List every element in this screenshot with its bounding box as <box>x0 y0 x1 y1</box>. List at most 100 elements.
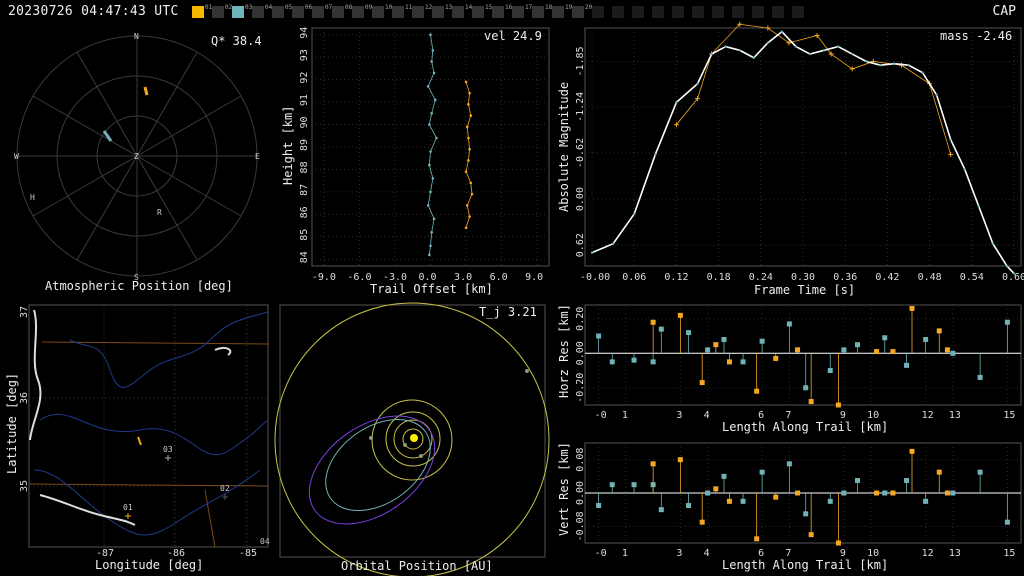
horz-xtick: 9 <box>840 410 846 421</box>
mag-point <box>673 122 679 128</box>
vert-xtick: 10 <box>867 548 879 559</box>
mag-xlabel: Frame Time [s] <box>754 283 855 297</box>
mag-point <box>695 96 701 102</box>
station-id: 04 <box>265 4 273 11</box>
height-point <box>467 136 470 140</box>
station-cell-19: 20 <box>572 4 592 18</box>
station-cell-13: 14 <box>452 4 472 18</box>
horz-point <box>977 374 983 380</box>
mag-point <box>654 153 657 156</box>
station-cell-9: 10 <box>372 4 392 18</box>
horz-xtick: 1 <box>622 410 628 421</box>
vert-residuals-plot: 0.080.00-0.08-0 1 3 4 6 7 9 10 12 13 15 Length Alo… <box>557 442 1022 572</box>
horz-point <box>835 402 841 408</box>
height-point <box>468 147 471 151</box>
station-cell-7: 08 <box>332 4 352 18</box>
vert-point <box>740 498 746 504</box>
mag-point <box>780 30 784 33</box>
mag-point <box>765 25 771 31</box>
height-point <box>465 204 469 207</box>
vert-point <box>609 482 615 488</box>
height-point <box>468 215 471 218</box>
vert-xtick: 6 <box>758 548 764 559</box>
horz-point <box>808 399 814 405</box>
height-ytick: 88 <box>299 161 310 173</box>
mag-point <box>822 49 826 52</box>
mag-point <box>786 40 792 46</box>
horz-point <box>658 326 664 332</box>
station-cell-1: 02 <box>212 4 232 18</box>
horz-ylabel: Horz Res [km] <box>557 304 571 398</box>
meteoroid-orbit <box>308 415 436 525</box>
vert-point <box>874 490 880 496</box>
tisserand-annotation: T_j 3.21 <box>479 305 537 319</box>
horz-point <box>596 333 602 339</box>
vert-xtick: 3 <box>676 548 682 559</box>
horz-xtick: 13 <box>949 410 961 421</box>
vert-point <box>650 461 656 467</box>
polar-spoke <box>136 95 242 157</box>
horz-ytick: -0.20 <box>575 373 586 403</box>
station-cell-30 <box>792 6 804 18</box>
vert-ytick: -0.08 <box>575 511 586 541</box>
jupiter-marker <box>525 369 529 373</box>
mag-ytick: -1.85 <box>575 46 586 76</box>
station-id: 11 <box>405 4 413 11</box>
height-point <box>428 163 431 167</box>
horz-point <box>923 336 929 342</box>
horz-ytick: 0.00 <box>575 341 586 365</box>
vert-point <box>936 469 942 475</box>
height-point <box>468 91 471 95</box>
mag-point <box>696 82 699 85</box>
vert-point <box>841 490 847 496</box>
horz-xtick: -0 <box>595 410 607 421</box>
mercury-orbit <box>402 428 424 450</box>
height-xtick: 6.0 <box>490 272 508 283</box>
mag-xtick: 0.36 <box>833 272 857 283</box>
polar-spoke <box>136 51 198 157</box>
coast-left <box>29 309 42 441</box>
height-ytick: 86 <box>299 206 310 218</box>
earth-orbit <box>385 411 441 467</box>
height-point <box>464 170 468 173</box>
horz-xtick: 6 <box>758 410 764 421</box>
mag-point <box>849 66 855 72</box>
horz-point <box>936 328 942 334</box>
height-plot: 84 85 86 87 88 89 90 91 92 93 94 -9.0 -6.0 -3.0 0.0 3.0… <box>281 27 550 296</box>
station-id: 20 <box>585 4 593 11</box>
horz-point <box>874 349 880 355</box>
height-point <box>467 159 470 162</box>
map-corner-label: 04 <box>260 537 270 546</box>
height-ytick: 87 <box>299 184 310 196</box>
horz-point <box>795 347 801 353</box>
height-point <box>433 98 437 102</box>
mag-point <box>808 52 812 56</box>
mag-point <box>611 242 615 245</box>
horz-point <box>631 357 637 363</box>
station-id: 12 <box>425 4 433 11</box>
vert-xtick: 12 <box>922 548 934 559</box>
height-point <box>429 244 432 248</box>
vert-point <box>803 511 809 517</box>
station-cell-24 <box>672 6 684 18</box>
horz-point <box>713 342 719 348</box>
horz-xtick: 3 <box>676 410 682 421</box>
vert-xtick: 7 <box>785 548 791 559</box>
horz-point <box>890 349 896 355</box>
vert-point <box>705 490 711 496</box>
mag-xtick: 0.18 <box>707 272 731 283</box>
magnitude-plot: -1.85 -1.24 -0.62 0.00 0.62 -0.00 0.06 0.12 0.18… <box>557 21 1024 297</box>
height-xlabel: Trail Offset [km] <box>370 282 493 296</box>
horz-point <box>841 347 847 353</box>
horz-point <box>786 321 792 327</box>
polar-spoke <box>136 155 198 261</box>
sun <box>410 434 418 442</box>
mag-point <box>893 62 896 65</box>
horz-point <box>705 347 711 353</box>
marker-r: R <box>157 208 162 217</box>
height-point <box>470 192 474 196</box>
station-id: 08 <box>345 4 353 11</box>
vert-point <box>677 457 683 463</box>
mag-point <box>737 21 743 27</box>
mars-orbit <box>371 399 453 481</box>
